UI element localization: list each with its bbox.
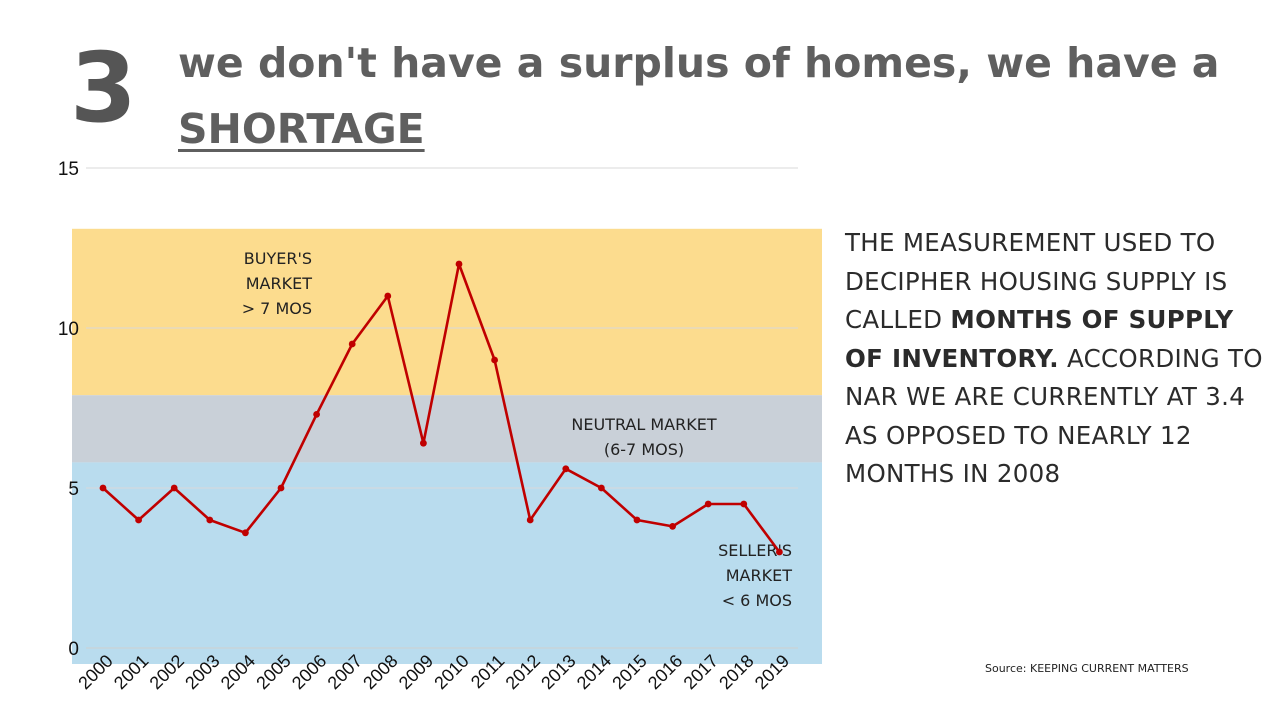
y-axis-ticks: 0 5 10 15 — [58, 159, 79, 660]
data-point — [206, 516, 214, 524]
explanation-text: THE MEASUREMENT USED TO DECIPHER HOUSING… — [845, 224, 1265, 494]
headline-text: we don't have a surplus of homes, we hav… — [178, 39, 1220, 87]
data-point — [99, 484, 107, 492]
explanation-part-3: ACCORDING TO NAR WE ARE CURRENTLY AT 3.4… — [845, 343, 1263, 489]
zone-label-neutral: NEUTRAL MARKET — [571, 415, 716, 434]
zone-label-buyers: BUYER'S — [244, 249, 312, 268]
data-point — [348, 340, 356, 348]
data-point — [526, 516, 534, 524]
data-point — [669, 523, 676, 530]
data-point — [420, 439, 427, 447]
zone-neutral — [72, 395, 822, 463]
zone-label-sellers: < 6 MOS — [722, 591, 792, 610]
data-point — [776, 548, 783, 556]
headline-emphasis: SHORTAGE — [178, 105, 425, 153]
data-point — [455, 260, 463, 268]
data-point — [135, 516, 143, 524]
market-zones — [72, 228, 822, 664]
zone-buyers — [72, 228, 822, 396]
data-point — [633, 516, 641, 524]
data-point — [313, 411, 320, 418]
zone-label-sellers: MARKET — [726, 566, 792, 585]
series-line — [102, 262, 781, 553]
explanation-part-1: THE MEASUREMENT USED TO DECIPHER HOUSING… — [845, 228, 1228, 334]
data-point — [740, 500, 748, 508]
zone-label-buyers: MARKET — [246, 274, 312, 293]
zone-sellers — [72, 462, 822, 664]
data-point — [170, 484, 178, 492]
series-months-supply — [99, 260, 783, 556]
data-point — [384, 292, 392, 300]
data-point — [491, 356, 498, 364]
data-point — [242, 529, 249, 537]
gridlines — [86, 167, 798, 649]
source-note: Source: KEEPING CURRENT MATTERS — [985, 662, 1189, 675]
zone-labels: BUYER'S MARKET > 7 MOS NEUTRAL MARKET (6-7 M… — [242, 249, 793, 610]
zone-label-buyers: > 7 MOS — [242, 299, 312, 318]
data-point — [598, 484, 605, 492]
y-tick-label: 5 — [68, 479, 79, 500]
y-tick-label: 15 — [58, 159, 79, 180]
data-point — [704, 500, 712, 508]
zone-label-neutral: (6-7 MOS) — [604, 440, 684, 459]
y-tick-label: 0 — [68, 639, 79, 660]
data-point — [277, 484, 285, 492]
data-point — [562, 465, 570, 473]
y-tick-label: 10 — [58, 319, 79, 340]
headline: we don't have a surplus of homes, we hav… — [178, 30, 1268, 162]
explanation-bold-term: MONTHS OF SUPPLY OF INVENTORY. — [845, 305, 1234, 373]
slide-number: 3 — [70, 32, 137, 144]
